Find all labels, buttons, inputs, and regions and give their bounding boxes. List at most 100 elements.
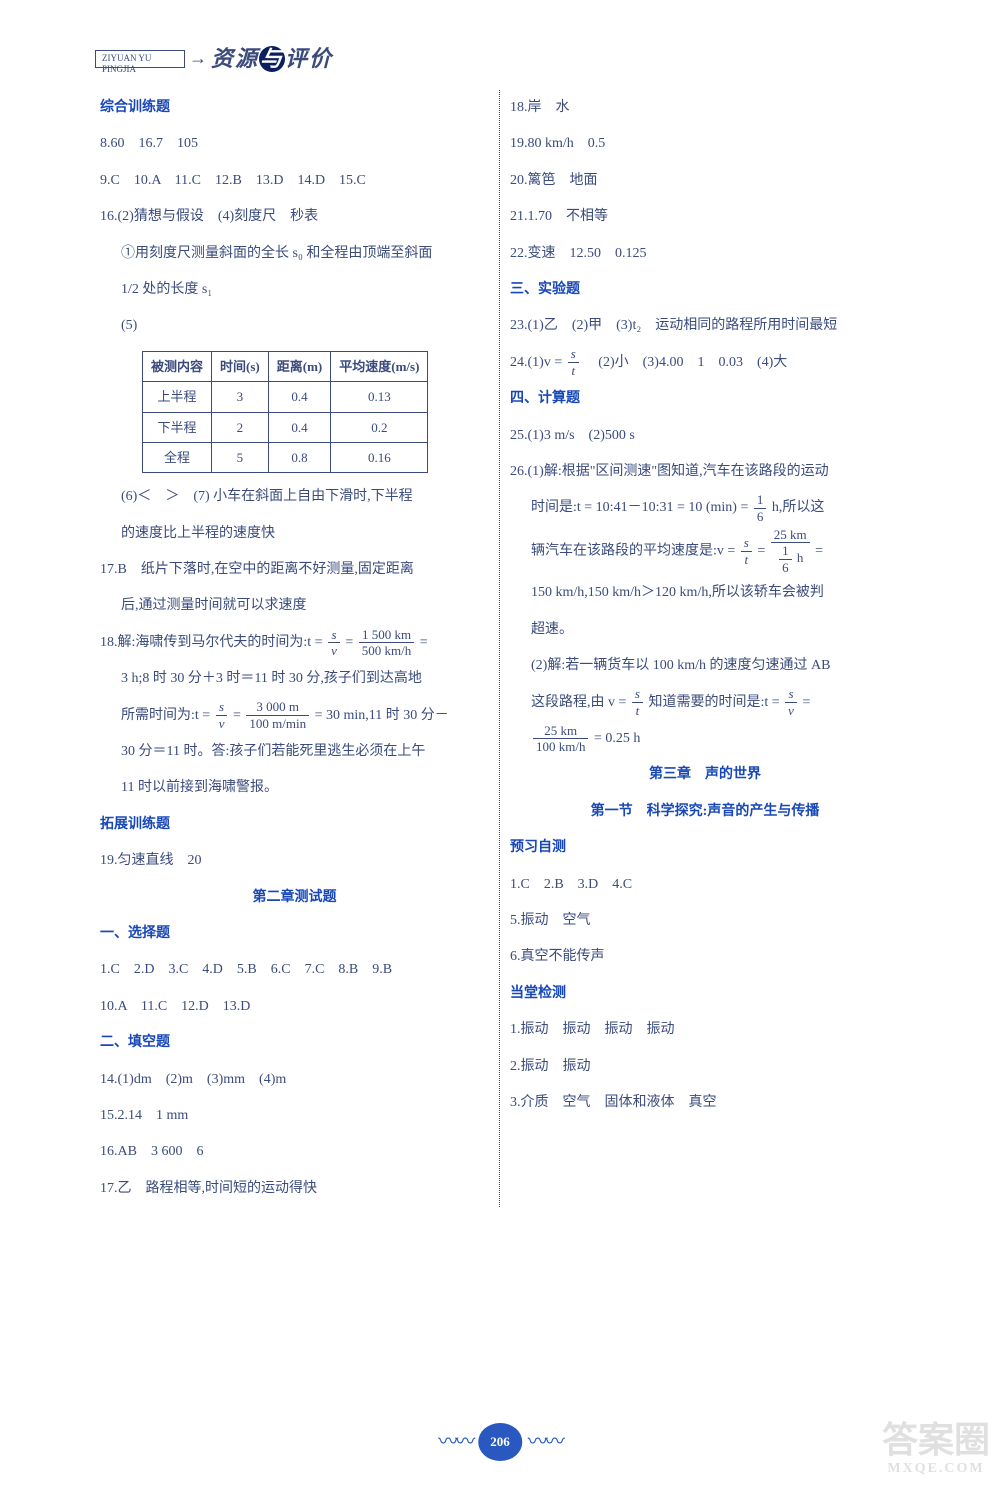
fraction: 25 km 16 h <box>771 527 810 576</box>
fraction: st <box>632 686 643 718</box>
answer-line: 20.篱笆 地面 <box>510 163 900 199</box>
header-pinyin-box: ZIYUAN YU PINGJIA <box>95 50 185 68</box>
section-heading: 第一节 科学探究:声音的产生与传播 <box>510 794 900 830</box>
numerator: 25 km <box>533 723 588 740</box>
table-cell: 3 <box>212 382 269 412</box>
text: 24.(1)v = <box>510 355 566 370</box>
text: 知道需要的时间是:t = <box>648 695 783 710</box>
answer-line: 1/2 处的长度 s₁ <box>100 272 489 308</box>
table-cell: 0.2 <box>331 412 428 442</box>
text: = 30 min,11 时 30 分－ <box>315 708 449 723</box>
section-heading: 第三章 声的世界 <box>510 757 900 793</box>
denominator: 100 m/min <box>246 716 309 732</box>
header-title-mid: 与 <box>259 46 285 72</box>
text: 辆汽车在该路段的平均速度是:v = <box>531 543 739 558</box>
answer-line: 150 km/h,150 km/h＞120 km/h,所以该轿车会被判 <box>510 575 900 611</box>
fraction: 25 km100 km/h <box>533 723 588 755</box>
table-header: 距离(m) <box>268 351 331 381</box>
text: = <box>815 543 823 558</box>
denominator: 100 km/h <box>533 739 588 755</box>
subsection-heading: 三、实验题 <box>510 272 900 308</box>
answer-line: 1.振动 振动 振动 振动 <box>510 1012 900 1048</box>
answer-line: 的速度比上半程的速度快 <box>100 516 489 552</box>
answer-line: 17.B 纸片下落时,在空中的距离不好测量,固定距离 <box>100 552 489 588</box>
numerator: s <box>741 535 752 552</box>
denominator: t <box>741 552 752 568</box>
denominator: 6 <box>754 509 767 525</box>
answer-line: 5.振动 空气 <box>510 903 900 939</box>
table-cell: 5 <box>212 442 269 472</box>
data-table: 被测内容 时间(s) 距离(m) 平均速度(m/s) 上半程 3 0.4 0.1… <box>142 351 428 474</box>
table-header: 平均速度(m/s) <box>331 351 428 381</box>
answer-line: 23.(1)乙 (2)甲 (3)t₂ 运动相同的路程所用时间最短 <box>510 308 900 344</box>
answer-line: 14.(1)dm (2)m (3)mm (4)m <box>100 1062 489 1098</box>
answer-line: 3.介质 空气 固体和液体 真空 <box>510 1085 900 1121</box>
section-heading: 第二章测试题 <box>100 880 489 916</box>
answer-line: 11 时以前接到海啸警报。 <box>100 770 489 806</box>
table-header: 时间(s) <box>212 351 269 381</box>
watermark-small: MXQE.COM <box>882 1461 990 1476</box>
text: = <box>802 695 810 710</box>
fraction: st <box>741 535 752 567</box>
text: 时间是:t = 10:41－10:31 = 10 (min) = <box>531 500 752 515</box>
answer-line: 16.AB 3 600 6 <box>100 1134 489 1170</box>
answer-line: 1.C 2.D 3.C 4.D 5.B 6.C 7.C 8.B 9.B <box>100 952 489 988</box>
answer-line: 25 km100 km/h = 0.25 h <box>510 721 900 757</box>
denominator: t <box>568 363 579 379</box>
answer-line: 后,通过测量时间就可以求速度 <box>100 588 489 624</box>
answer-line: 21.1.70 不相等 <box>510 199 900 235</box>
answer-line: 15.2.14 1 mm <box>100 1098 489 1134</box>
fraction: st <box>568 346 579 378</box>
answer-line: (6)＜ ＞ (7) 小车在斜面上自由下滑时,下半程 <box>100 479 489 515</box>
denominator: 16 h <box>771 543 810 575</box>
page-number-badge: 206 <box>478 1423 522 1461</box>
answer-line: 26.(1)解:根据"区间测速"图知道,汽车在该路段的运动 <box>510 454 900 490</box>
denominator: v <box>785 703 797 719</box>
answer-line: 8.60 16.7 105 <box>100 126 489 162</box>
arrow-icon: → <box>189 35 207 82</box>
answer-line: 9.C 10.A 11.C 12.B 13.D 14.D 15.C <box>100 163 489 199</box>
answer-line: 30 分＝11 时。答:孩子们若能死里逃生必须在上午 <box>100 734 489 770</box>
text: 所需时间为:t = <box>121 708 214 723</box>
answer-line: (5) <box>100 308 489 344</box>
answer-line: 19.80 km/h 0.5 <box>510 126 900 162</box>
table-cell: 2 <box>212 412 269 442</box>
answer-line: 3 h;8 时 30 分＋3 时＝11 时 30 分,孩子们到达高地 <box>100 661 489 697</box>
subsection-heading: 当堂检测 <box>510 976 900 1012</box>
subsection-heading: 二、填空题 <box>100 1025 489 1061</box>
numerator: 3 000 m <box>246 699 309 716</box>
left-column: 综合训练题 8.60 16.7 105 9.C 10.A 11.C 12.B 1… <box>90 90 500 1207</box>
answer-line: 22.变速 12.50 0.125 <box>510 236 900 272</box>
fraction: 16 <box>754 492 767 524</box>
table-cell: 下半程 <box>143 412 212 442</box>
answer-line: 2.振动 振动 <box>510 1049 900 1085</box>
numerator: 1 <box>779 543 792 560</box>
text: 这段路程,由 v = <box>531 695 630 710</box>
right-column: 18.岸 水 19.80 km/h 0.5 20.篱笆 地面 21.1.70 不… <box>500 90 910 1207</box>
answer-line: 25.(1)3 m/s (2)500 s <box>510 418 900 454</box>
answer-line: 19.匀速直线 20 <box>100 843 489 879</box>
text: (2)小 (3)4.00 1 0.03 (4)大 <box>584 355 787 370</box>
answer-line: 辆汽车在该路段的平均速度是:v = st = 25 km 16 h = <box>510 527 900 576</box>
content-area: 综合训练题 8.60 16.7 105 9.C 10.A 11.C 12.B 1… <box>90 90 910 1207</box>
fraction: sv <box>216 699 228 731</box>
answer-line: 时间是:t = 10:41－10:31 = 10 (min) = 16 h,所以… <box>510 490 900 526</box>
table-cell: 0.4 <box>268 382 331 412</box>
answer-line: 1.C 2.B 3.D 4.C <box>510 867 900 903</box>
fraction: sv <box>785 686 797 718</box>
answer-line: 16.(2)猜想与假设 (4)刻度尺 秒表 <box>100 199 489 235</box>
table-row: 下半程 2 0.4 0.2 <box>143 412 428 442</box>
fraction: 16 <box>779 543 792 575</box>
page-header: ZIYUAN YU PINGJIA → 资源与评价 <box>95 30 333 87</box>
fraction: sv <box>328 627 340 659</box>
denominator: 500 km/h <box>359 643 414 659</box>
text: h <box>794 550 804 565</box>
denominator: 6 <box>779 560 792 576</box>
numerator: 1 500 km <box>359 627 414 644</box>
table-cell: 0.13 <box>331 382 428 412</box>
numerator: 25 km <box>771 527 810 544</box>
text: h,所以这 <box>772 500 825 515</box>
numerator: s <box>632 686 643 703</box>
numerator: s <box>216 699 228 716</box>
wave-icon: 〰〰 <box>528 1416 562 1468</box>
